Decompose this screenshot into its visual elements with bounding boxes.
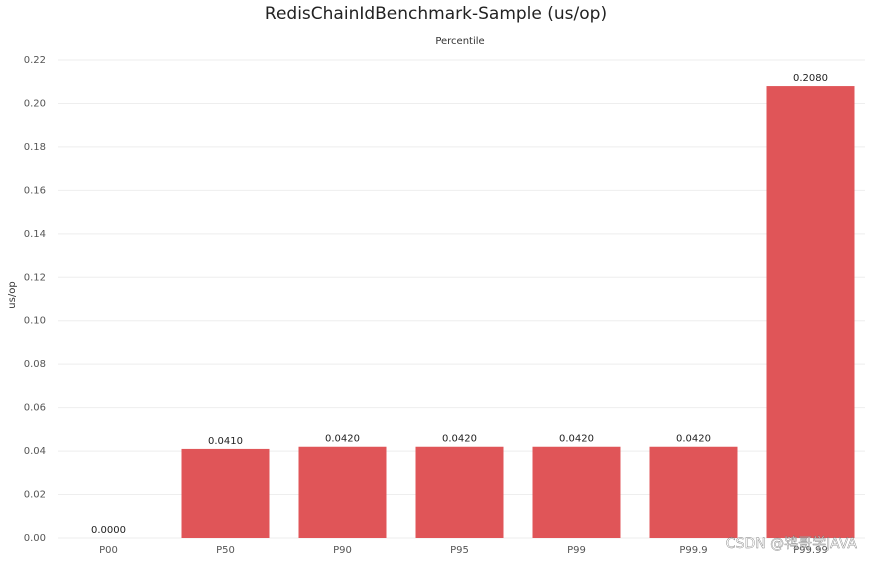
- value-label: 0.0420: [676, 434, 711, 445]
- y-tick-label: 0.18: [24, 142, 46, 153]
- x-tick-label: P99.9: [679, 545, 707, 556]
- y-tick-label: 0.14: [24, 229, 46, 240]
- y-tick-label: 0.02: [24, 490, 46, 501]
- value-label: 0.0420: [325, 434, 360, 445]
- bars: P00 0.0000 P50 0.0410 P90 0.0420 P95 0.0420 P99 0…: [91, 73, 855, 556]
- y-tick-label: 0.00: [24, 533, 46, 544]
- bar: [415, 446, 504, 538]
- bar: [649, 446, 738, 538]
- grid: 0.00 0.02 0.04 0.06 0.08 0.10 0.12 0.14 0.16 0.18…: [24, 55, 865, 544]
- x-tick-label: P90: [333, 545, 352, 556]
- value-label: 0.0420: [559, 434, 594, 445]
- value-label: 0.2080: [793, 73, 828, 84]
- y-axis-label: us/op: [7, 281, 18, 308]
- x-tick-label: P00: [99, 545, 118, 556]
- x-tick-label: P99.99: [793, 545, 828, 556]
- x-tick-label: P50: [216, 545, 235, 556]
- y-tick-label: 0.20: [24, 98, 46, 109]
- y-tick-label: 0.12: [24, 272, 46, 283]
- bar: [298, 446, 387, 538]
- value-label: 0.0410: [208, 436, 243, 447]
- y-tick-label: 0.08: [24, 359, 46, 370]
- x-tick-label: P99: [567, 545, 586, 556]
- value-label: 0.0000: [91, 525, 126, 536]
- y-tick-label: 0.04: [24, 446, 46, 457]
- bar: [766, 86, 855, 538]
- y-tick-label: 0.10: [24, 316, 46, 327]
- x-tick-label: P95: [450, 545, 469, 556]
- bar: [181, 448, 270, 538]
- bar: [532, 446, 621, 538]
- y-tick-label: 0.16: [24, 185, 46, 196]
- y-tick-label: 0.06: [24, 403, 46, 414]
- chart-title: RedisChainIdBenchmark-Sample (us/op): [265, 4, 607, 24]
- chart-subtitle: Percentile: [435, 36, 484, 47]
- y-tick-label: 0.22: [24, 55, 46, 66]
- value-label: 0.0420: [442, 434, 477, 445]
- watermark: CSDN @鸨哥学JAVA: [726, 535, 858, 552]
